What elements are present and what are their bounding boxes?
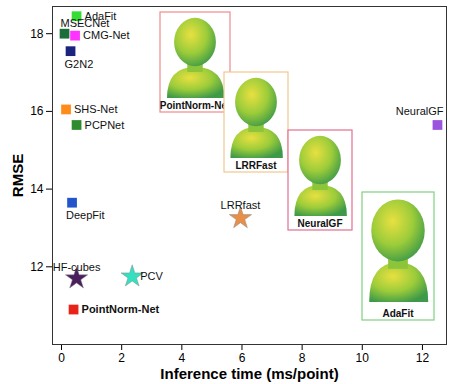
svg-text:CMG-Net: CMG-Net (83, 29, 129, 41)
svg-text:DeepFit: DeepFit (66, 209, 105, 221)
svg-text:12: 12 (416, 351, 430, 365)
svg-text:PCPNet: PCPNet (85, 119, 125, 131)
svg-text:NeuralGF: NeuralGF (297, 218, 342, 229)
svg-text:6: 6 (239, 351, 246, 365)
svg-text:0: 0 (58, 351, 65, 365)
svg-text:8: 8 (299, 351, 306, 365)
svg-text:2: 2 (118, 351, 125, 365)
svg-text:10: 10 (356, 351, 370, 365)
svg-text:RMSE: RMSE (9, 154, 26, 197)
svg-text:G2N2: G2N2 (65, 58, 94, 70)
svg-text:SHS-Net: SHS-Net (74, 103, 117, 115)
svg-text:AdaFit: AdaFit (84, 9, 117, 22)
svg-text:LRRfast: LRRfast (221, 199, 261, 211)
svg-text:MSECNet: MSECNet (61, 17, 110, 29)
svg-text:Inference time (ms/point): Inference time (ms/point) (160, 365, 338, 382)
svg-text:LRRFast: LRRFast (235, 160, 277, 171)
svg-text:14: 14 (30, 182, 44, 196)
svg-text:PointNorm-Net: PointNorm-Net (160, 100, 231, 111)
svg-text:NeuralGF: NeuralGF (396, 105, 444, 117)
svg-text:4: 4 (178, 351, 185, 365)
svg-text:AdaFit: AdaFit (382, 308, 414, 319)
svg-text:16: 16 (30, 104, 44, 118)
svg-text:HF-cubes: HF-cubes (53, 261, 101, 273)
svg-text:PointNorm-Net: PointNorm-Net (82, 303, 160, 315)
svg-text:PCV: PCV (140, 270, 163, 282)
svg-text:12: 12 (30, 260, 44, 274)
svg-text:18: 18 (30, 27, 44, 41)
